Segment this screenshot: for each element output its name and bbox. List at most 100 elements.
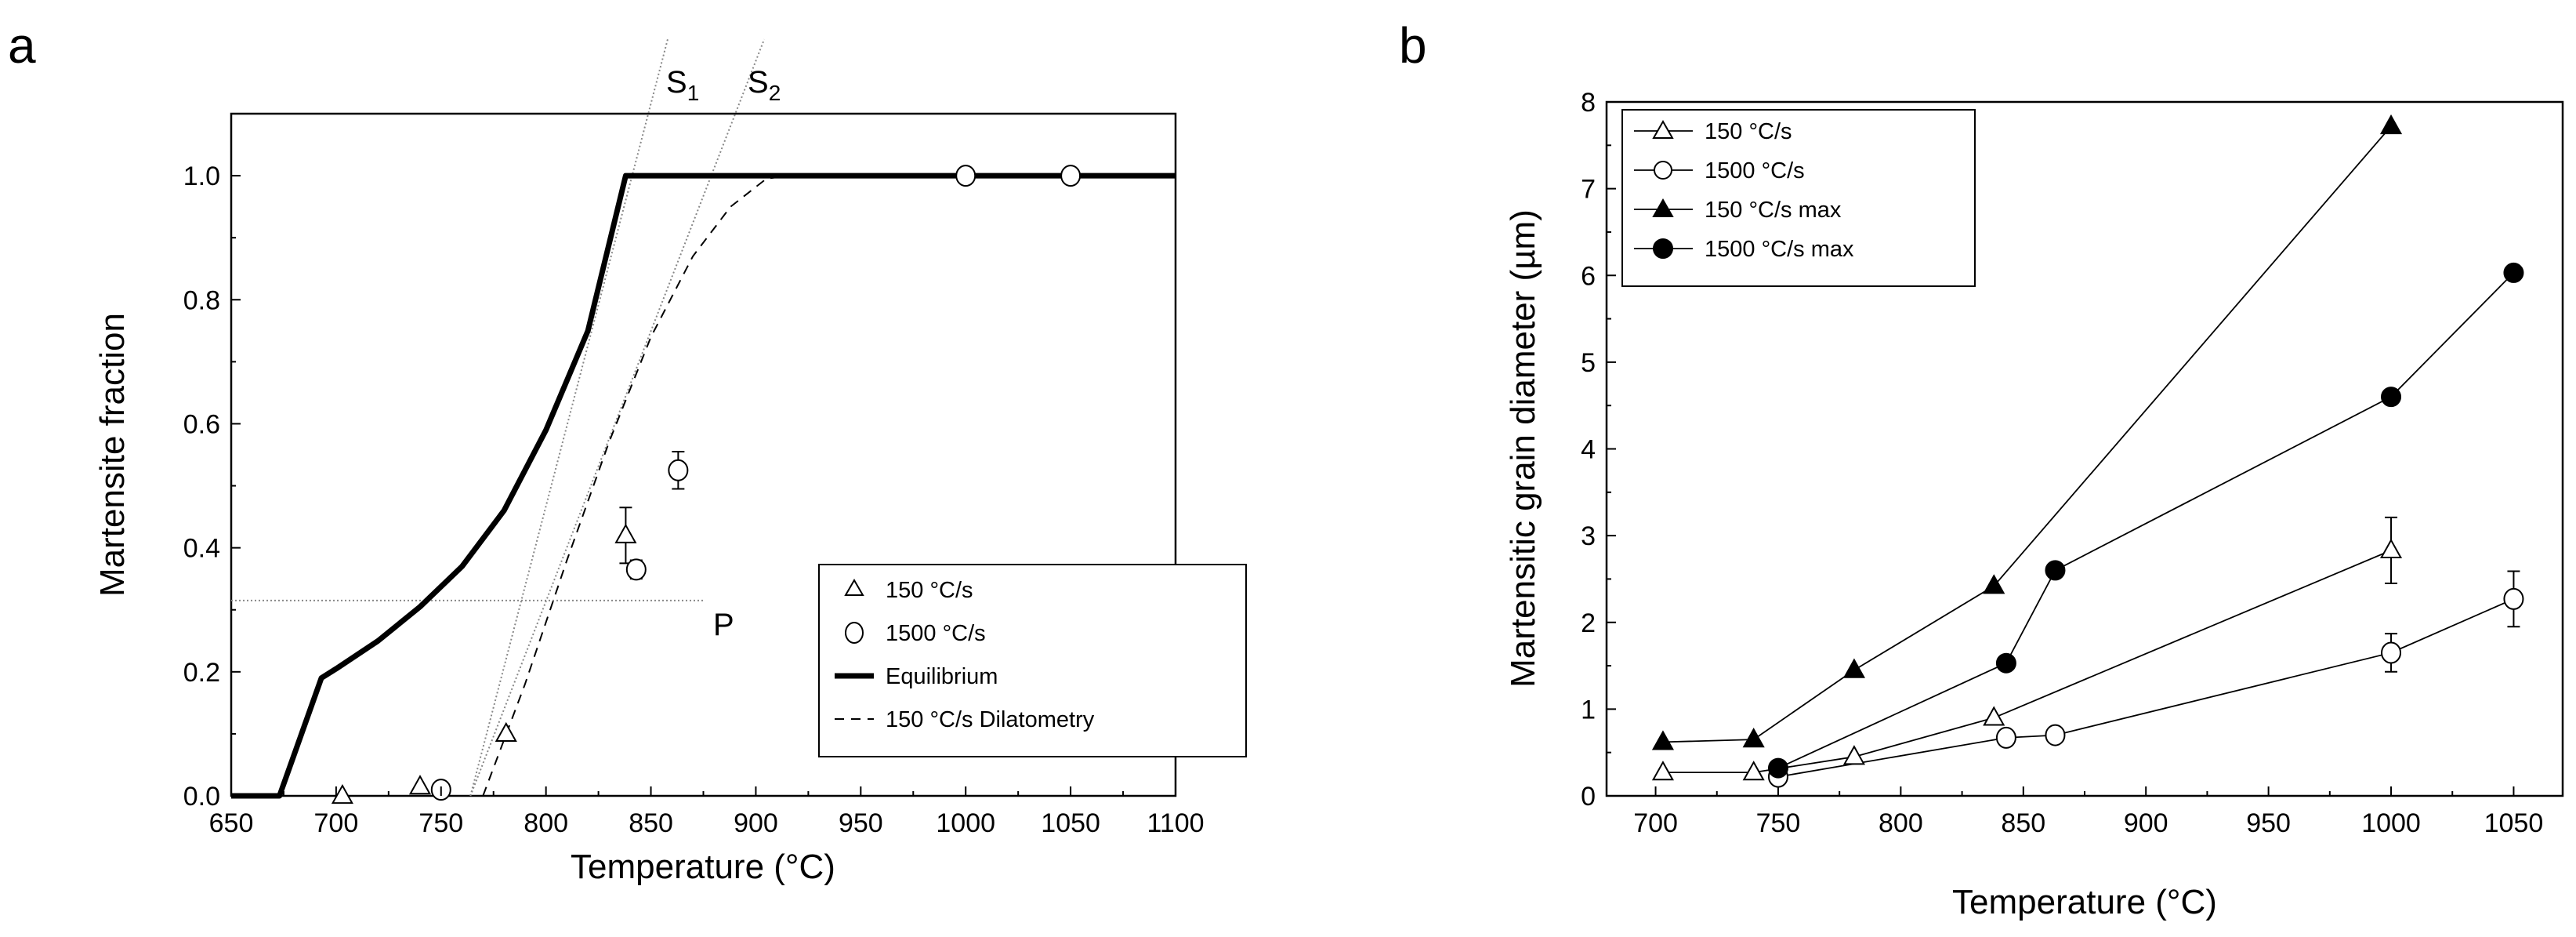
series-a-1500-c-s-point-863 [668, 459, 689, 481]
series-b-150-c-s-point-1000 [2379, 538, 2403, 559]
x-tick-label-850: 850 [2001, 808, 2045, 838]
annotation-s2: S2 [748, 65, 781, 105]
x-tick-label-850: 850 [629, 808, 673, 838]
y-tick-label-0-8: 0.8 [183, 285, 220, 315]
legend-a-150-marker [844, 579, 864, 596]
chart-a-x-tick-labels: 650 700 750 800 850 900 950 1000 1050 1100 [209, 808, 1205, 838]
series-b-1500-c-s-max-point-1050 [2503, 262, 2524, 283]
chart-b-ticks [1607, 101, 2515, 797]
x-tick-label-1000: 1000 [936, 808, 995, 838]
series-b-150-c-s-max-point-781 [1842, 658, 1866, 678]
chart-a-reference-lines [231, 38, 766, 797]
chart-a-ticks [230, 175, 1176, 797]
chart-a-legend-box [818, 564, 1247, 757]
series-b-1500-c-s-max-point-750 [1767, 757, 1788, 779]
y-tick-label-6: 6 [1581, 261, 1596, 291]
series-b-150-c-s-line [1662, 550, 2392, 773]
legend-b-1500-marker [1654, 161, 1672, 180]
series-a-150-c-s-dilatometry-line [482, 175, 788, 797]
chart-b-markers [1651, 114, 2524, 788]
x-tick-label-1050: 1050 [2484, 808, 2544, 838]
x-tick-label-800: 800 [524, 808, 568, 838]
x-tick-label-950: 950 [2246, 808, 2291, 838]
y-tick-label-0: 0 [1581, 782, 1596, 812]
series-b-1500-c-s-line [1777, 598, 2514, 778]
x-tick-label-750: 750 [418, 808, 463, 838]
legend-b-1500-label: 1500 °C/s [1705, 158, 1805, 183]
chart-a-y-tick-labels: 0.0 0.2 0.4 0.6 0.8 1.0 [183, 162, 220, 812]
series-a-1500-c-s-point-1050 [1060, 165, 1081, 187]
y-tick-label-0-6: 0.6 [183, 409, 220, 439]
series-b-150-c-s-max-point-740 [1742, 728, 1765, 748]
annotation-s2-base: S [748, 65, 769, 100]
x-tick-label-800: 800 [1879, 808, 1923, 838]
chart-b-legend: 150 °C/s 1500 °C/s 150 °C/s max 1500 °C/… [1621, 109, 1976, 287]
y-tick-label-1: 1.0 [183, 162, 220, 191]
x-tick-label-700: 700 [1633, 808, 1678, 838]
legend-b-1500max-label: 1500 °C/s max [1705, 237, 1854, 262]
chart-b-y-axis-title: Martensitic grain diameter (µm) [1504, 209, 1542, 688]
series-b-150-c-s-point-781 [1842, 745, 1866, 765]
chart-a-lines [231, 173, 1176, 799]
legend-b-150-marker [1652, 119, 1674, 139]
chart-a-markers [331, 165, 1081, 804]
chart-a: 650 700 750 800 850 900 950 1000 1050 1100 0.0 0.2… [93, 38, 1247, 886]
series-b-150-c-s-max-point-1000 [2379, 114, 2403, 135]
legend-b-150max-label: 150 °C/s max [1705, 198, 1842, 223]
y-tick-label-4: 4 [1581, 435, 1596, 465]
y-tick-label-8: 8 [1581, 88, 1596, 118]
series-b-1500-c-s-max-point-1000 [2381, 387, 2402, 408]
y-tick-label-0-4: 0.4 [183, 534, 220, 564]
chart-b: 700 750 800 850 900 950 1000 1050 0 1 2 3 4 5 6 7 8 Tem… [1504, 88, 2564, 921]
x-tick-label-900: 900 [734, 808, 778, 838]
annotation-p: P [713, 608, 734, 642]
series-a-1500-c-s-point-1000 [955, 165, 976, 187]
series-a-equilibrium-line [231, 173, 1176, 799]
series-b-1500-c-s-point-1000 [2381, 641, 2402, 664]
reference-line-s2 [469, 38, 766, 797]
y-tick-label-3: 3 [1581, 521, 1596, 551]
x-tick-label-950: 950 [839, 808, 883, 838]
x-tick-label-1100: 1100 [1147, 808, 1204, 838]
legend-a-dilatometry-label: 150 °C/s Dilatometry [886, 707, 1095, 732]
y-tick-label-0: 0.0 [183, 782, 220, 812]
y-tick-label-2: 2 [1581, 608, 1596, 638]
chart-b-x-tick-labels: 700 750 800 850 900 950 1000 1050 [1633, 808, 2543, 838]
series-b-150-c-s-point-740 [1742, 761, 1765, 781]
chart-b-y-tick-labels: 0 1 2 3 4 5 6 7 8 [1581, 88, 1596, 812]
series-b-1500-c-s-point-843 [1995, 726, 2016, 749]
chart-b-legend-box [1621, 109, 1976, 287]
annotation-s1: S1 [666, 65, 699, 105]
y-tick-label-1: 1 [1581, 695, 1596, 725]
chart-a-legend: 150 °C/s 1500 °C/s Equilibrium 150 °C/s … [818, 564, 1247, 757]
x-tick-label-650: 650 [209, 808, 254, 838]
y-tick-label-0-2: 0.2 [183, 658, 220, 688]
series-b-1500-c-s-max-point-843 [1995, 652, 2016, 674]
x-tick-label-900: 900 [2124, 808, 2168, 838]
series-a-150-c-s-point-781 [495, 721, 517, 743]
x-tick-label-1050: 1050 [1041, 808, 1100, 838]
x-tick-label-1000: 1000 [2361, 808, 2421, 838]
series-b-1500-c-s-max-line [1777, 272, 2515, 769]
chart-b-x-axis-title: Temperature (°C) [1952, 883, 2217, 921]
legend-b-1500max-marker [1653, 238, 1673, 259]
chart-a-x-axis-title: Temperature (°C) [571, 848, 835, 886]
panel-a-letter: a [8, 17, 36, 74]
series-b-1500-c-s-point-1050 [2503, 587, 2524, 610]
legend-a-1500-marker [845, 622, 864, 644]
annotation-s2-sub: 2 [769, 81, 781, 105]
x-tick-label-700: 700 [314, 808, 359, 838]
series-b-150-c-s-point-703 [1651, 761, 1675, 781]
series-b-1500-c-s-max-point-863 [2045, 560, 2066, 581]
legend-b-150-label: 150 °C/s [1705, 119, 1792, 144]
legend-b-150max-marker [1652, 198, 1674, 217]
chart-a-y-axis-title: Martensite fraction [93, 313, 132, 597]
legend-a-150-label: 150 °C/s [886, 578, 973, 603]
y-tick-label-5: 5 [1581, 348, 1596, 378]
series-a-150-c-s-point-838 [614, 523, 637, 543]
panel-b-letter: b [1399, 17, 1427, 74]
series-a-150-c-s-point-703 [331, 783, 353, 804]
x-tick-label-750: 750 [1756, 808, 1801, 838]
series-b-1500-c-s-point-863 [2045, 724, 2066, 746]
